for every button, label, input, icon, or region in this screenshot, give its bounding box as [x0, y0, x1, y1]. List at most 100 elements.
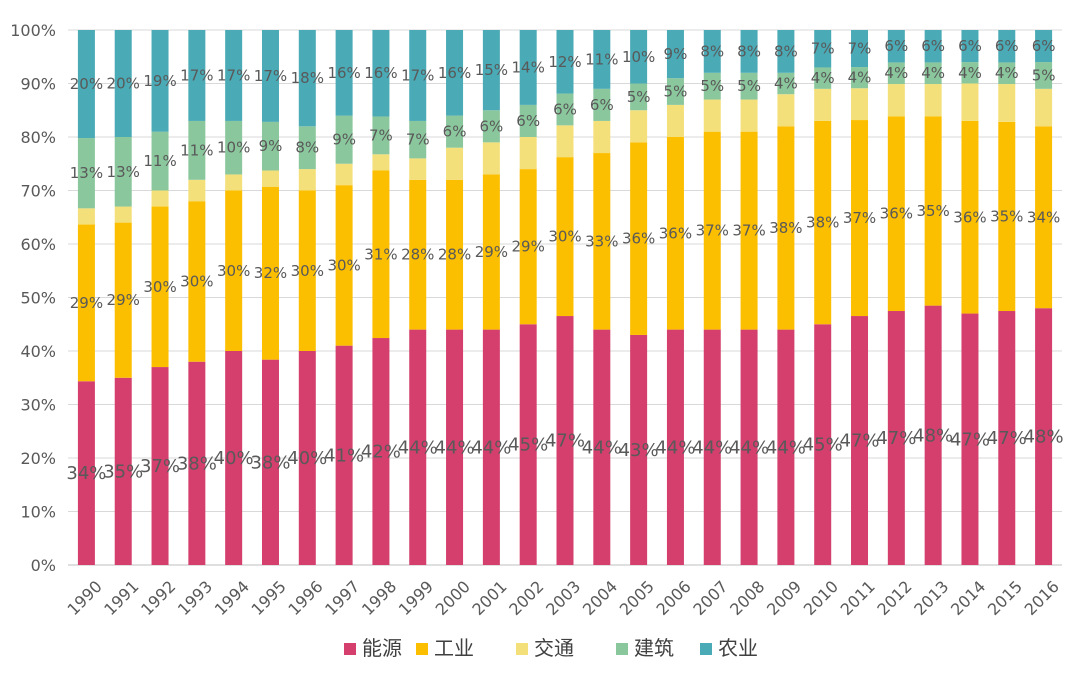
- bar-segment: [446, 115, 464, 148]
- x-tick-label: 2015: [984, 577, 1026, 619]
- bar-segment: [814, 67, 832, 89]
- bar-segment: [298, 30, 316, 127]
- bar-segment: [298, 351, 316, 565]
- bar-segment: [298, 190, 316, 351]
- y-tick-label: 70%: [20, 182, 56, 201]
- data-label: 40%: [287, 448, 327, 469]
- data-label: 6%: [958, 37, 982, 55]
- data-label: 5%: [627, 88, 651, 106]
- data-label: 19%: [143, 72, 176, 90]
- data-label: 17%: [180, 66, 213, 84]
- legend-label: 建筑: [634, 636, 674, 660]
- legend-label: 能源: [362, 636, 402, 660]
- bar-segment: [225, 174, 243, 191]
- data-label: 29%: [475, 243, 508, 261]
- bar-segment: [666, 329, 684, 565]
- x-tick-label: 2013: [910, 577, 952, 619]
- x-tick-label: 2011: [837, 577, 879, 619]
- data-label: 44%: [692, 437, 732, 458]
- x-tick-label: 1995: [248, 577, 290, 619]
- bar-segment: [556, 93, 574, 126]
- data-label: 45%: [508, 435, 548, 456]
- data-label: 10%: [217, 139, 250, 157]
- bar-segment: [225, 120, 243, 175]
- bar-segment: [225, 190, 243, 351]
- bar-segment: [372, 154, 390, 171]
- data-label: 7%: [811, 40, 835, 58]
- bar-segment: [777, 126, 795, 330]
- data-label: 17%: [401, 66, 434, 84]
- x-tick-label: 2006: [653, 577, 695, 619]
- bar-segment: [998, 84, 1016, 122]
- bar-segment: [998, 30, 1016, 63]
- data-label: 37%: [696, 222, 729, 240]
- data-label: 11%: [180, 141, 213, 159]
- bar-segment: [777, 72, 795, 95]
- data-label: 41%: [324, 445, 364, 466]
- data-label: 30%: [291, 262, 324, 280]
- bar-segment: [961, 30, 979, 63]
- y-tick-label: 60%: [20, 235, 56, 254]
- data-label: 5%: [1032, 66, 1056, 84]
- data-label: 35%: [990, 207, 1023, 225]
- data-label: 29%: [512, 238, 545, 256]
- bar-segment: [924, 305, 942, 565]
- x-tick-label: 2012: [873, 577, 915, 619]
- legend-swatch: [700, 643, 712, 655]
- bar-segment: [372, 30, 390, 117]
- x-tick-label: 1990: [63, 577, 105, 619]
- bar-segment: [151, 131, 169, 191]
- data-label: 11%: [585, 50, 618, 68]
- bar-segment: [519, 30, 537, 105]
- bar-segment: [851, 120, 869, 317]
- data-label: 5%: [664, 83, 688, 101]
- bar-segment: [188, 120, 206, 180]
- x-tick-label: 2002: [505, 577, 547, 619]
- bar-segment: [777, 30, 795, 73]
- bar-segment: [593, 329, 611, 565]
- bar-segment: [924, 30, 942, 63]
- bar-segment: [556, 125, 574, 158]
- bar-segment: [703, 131, 721, 330]
- data-label: 30%: [217, 262, 250, 280]
- bar-segment: [998, 311, 1016, 565]
- bar-segment: [482, 30, 500, 111]
- y-tick-label: 0%: [31, 556, 56, 575]
- bar-segment: [740, 131, 758, 330]
- bar-segment: [593, 120, 611, 154]
- bar-segment: [519, 169, 537, 325]
- legend-swatch: [516, 643, 528, 655]
- bar-segment: [188, 201, 206, 362]
- data-label: 9%: [259, 137, 283, 155]
- data-label: 35%: [916, 202, 949, 220]
- bar-segment: [261, 30, 279, 122]
- data-label: 30%: [143, 278, 176, 296]
- bar-segment: [887, 84, 905, 117]
- x-axis: 1990199119921993199419951996199719981999…: [63, 577, 1062, 619]
- bar-segment: [666, 137, 684, 330]
- data-label: 8%: [700, 42, 724, 60]
- bar-segment: [409, 158, 427, 180]
- bar-segment: [740, 72, 758, 100]
- data-label: 35%: [103, 461, 143, 482]
- bar-segment: [1035, 30, 1053, 63]
- x-tick-label: 1993: [174, 577, 216, 619]
- data-label: 4%: [774, 75, 798, 93]
- data-label: 17%: [217, 66, 250, 84]
- bar-segment: [887, 116, 905, 312]
- y-tick-label: 10%: [20, 503, 56, 522]
- data-label: 37%: [732, 222, 765, 240]
- data-label: 12%: [548, 53, 581, 71]
- bar-segment: [777, 94, 795, 127]
- data-label: 31%: [364, 245, 397, 263]
- data-label: 34%: [1027, 208, 1060, 226]
- data-labels: 34%29%13%20%35%29%13%20%37%30%11%19%38%3…: [66, 37, 1063, 484]
- data-label: 6%: [921, 37, 945, 55]
- bar-segment: [446, 147, 464, 180]
- bar-segment: [814, 30, 832, 68]
- data-label: 48%: [1024, 427, 1064, 448]
- bar-segment: [261, 186, 279, 360]
- bar-segment: [924, 116, 942, 306]
- bar-segment: [740, 99, 758, 132]
